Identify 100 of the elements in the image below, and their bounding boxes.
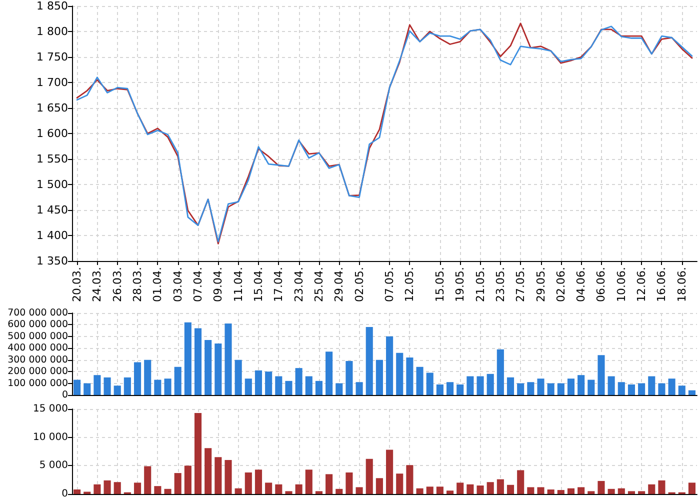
y-tick-label: 1 600	[36, 127, 68, 140]
bar	[275, 484, 282, 494]
x-tick-label: 27.05.	[514, 267, 528, 302]
bar	[315, 380, 323, 395]
bar	[204, 448, 212, 494]
bar	[285, 491, 292, 494]
x-tick-label: 23.04.	[292, 267, 306, 302]
y-tick-label: 1 450	[36, 204, 68, 217]
x-tick-label: 28.03.	[131, 267, 144, 302]
x-tick-label: 12.05.	[403, 267, 416, 302]
bar	[416, 366, 424, 395]
y-tick-label: 200 000 000	[8, 366, 68, 378]
bar	[588, 380, 595, 395]
y-tick-label: 0	[62, 390, 68, 400]
bar	[537, 487, 544, 494]
x-tick-label: 01.04.	[151, 267, 164, 302]
bar	[506, 377, 514, 395]
x-tick-label: 26.03.	[110, 267, 124, 302]
y-tick-label: 1 400	[36, 229, 68, 242]
x-tick-label: 09.04.	[212, 267, 225, 302]
bar	[295, 484, 302, 494]
bar	[224, 460, 232, 494]
bar	[496, 349, 504, 395]
bar	[658, 383, 666, 395]
bar	[104, 377, 111, 395]
bar	[346, 472, 353, 494]
y-tick-label: 100 000 000	[8, 378, 68, 389]
bar	[496, 479, 504, 494]
bar	[517, 383, 524, 395]
bar	[476, 486, 484, 494]
bar	[396, 352, 404, 395]
bar	[658, 480, 666, 494]
x-tick-label: 02.05.	[352, 267, 366, 302]
y-tick-label: 700 000 000	[8, 308, 68, 318]
x-tick-label: 15.04.	[252, 267, 265, 302]
bar	[244, 378, 252, 395]
bar	[688, 390, 696, 395]
x-tick-label: 11.04.	[232, 267, 245, 302]
x-tick-label: 24.03.	[90, 267, 104, 302]
bar	[194, 328, 202, 395]
bar	[326, 474, 333, 494]
bar	[134, 362, 142, 395]
bar	[244, 472, 252, 494]
y-tick-label: 1 800	[36, 25, 68, 38]
bar	[386, 336, 394, 395]
y-tick-label: 1 500	[36, 178, 68, 192]
bar	[336, 488, 343, 494]
bar	[376, 478, 383, 494]
bar	[204, 340, 212, 395]
bar	[184, 322, 192, 395]
bar	[406, 465, 414, 494]
bar	[154, 380, 162, 395]
x-tick-label: 23.05.	[494, 267, 507, 302]
bar	[466, 376, 474, 395]
bar	[396, 474, 404, 494]
bar	[214, 457, 222, 494]
bar	[366, 458, 373, 494]
bar	[174, 473, 182, 494]
y-tick-label: 1 700	[36, 76, 68, 90]
bar	[608, 488, 615, 494]
x-tick-label: 04.06.	[574, 267, 588, 302]
bar	[638, 491, 646, 494]
bar	[598, 355, 605, 395]
y-tick-label: 1 350	[36, 254, 68, 268]
bar	[668, 378, 676, 395]
bar	[416, 488, 424, 494]
x-tick-label: 29.04.	[332, 267, 346, 302]
bar	[486, 374, 494, 395]
bar	[164, 378, 172, 395]
bar	[254, 370, 262, 395]
x-tick-label: 15.05.	[433, 267, 446, 302]
y-tick-label: 10 000	[33, 432, 68, 443]
bar	[265, 372, 272, 395]
x-tick-label: 20.03.	[70, 267, 84, 302]
x-tick-label: 29.05.	[534, 267, 548, 302]
y-tick-label: 400 000 000	[8, 342, 68, 354]
bar	[527, 487, 534, 494]
bar	[305, 376, 312, 395]
bar	[74, 489, 81, 494]
bar	[356, 487, 363, 494]
bar	[537, 378, 544, 395]
bar	[265, 482, 272, 494]
y-tick-label: 1 550	[36, 152, 68, 166]
bar	[376, 360, 383, 395]
bar	[315, 491, 323, 494]
bar	[678, 386, 686, 395]
bar	[557, 490, 564, 494]
x-tick-label: 07.05.	[383, 267, 396, 302]
bar	[224, 324, 232, 395]
bar	[234, 488, 242, 494]
bar	[214, 343, 222, 395]
bar	[517, 470, 524, 494]
x-tick-label: 16.06.	[655, 267, 668, 302]
bar	[94, 375, 101, 395]
bar	[104, 480, 111, 494]
y-tick-label: 1 850	[36, 0, 68, 12]
x-tick-label: 07.04.	[192, 267, 205, 302]
bar	[608, 376, 615, 395]
bar	[486, 482, 494, 494]
x-tick-label: 19.05.	[454, 267, 467, 302]
